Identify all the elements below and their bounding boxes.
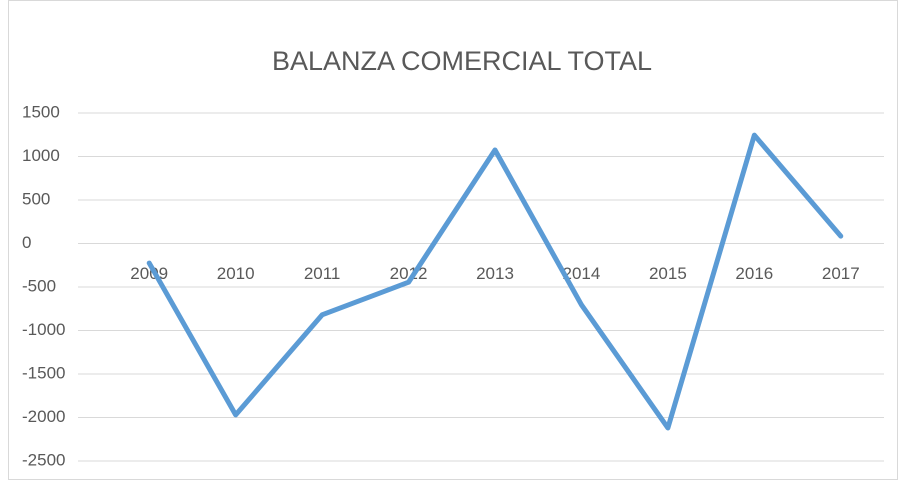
data-line <box>146 132 844 431</box>
x-tick-label: 2015 <box>649 264 687 283</box>
y-tick-label: -500 <box>22 276 56 295</box>
y-tick-label: 1000 <box>22 146 60 165</box>
chart-frame <box>8 0 898 480</box>
x-tick-label: 2016 <box>735 264 773 283</box>
x-tick-label: 2010 <box>217 264 255 283</box>
chart-title: BALANZA COMERCIAL TOTAL <box>272 46 652 76</box>
x-tick-label: 2017 <box>822 264 860 283</box>
y-tick-label: 0 <box>22 233 31 252</box>
x-tick-label: 2011 <box>304 264 341 283</box>
x-tick-label: 2013 <box>476 264 514 283</box>
y-tick-label: -2500 <box>22 450 65 469</box>
y-tick-label: -1000 <box>22 320 65 339</box>
y-tick-label: 500 <box>22 189 50 208</box>
y-tick-label: -1500 <box>22 363 65 382</box>
x-tick-label: 2014 <box>563 264 601 283</box>
y-tick-label: 1500 <box>22 102 60 121</box>
y-tick-label: -2000 <box>22 407 65 426</box>
